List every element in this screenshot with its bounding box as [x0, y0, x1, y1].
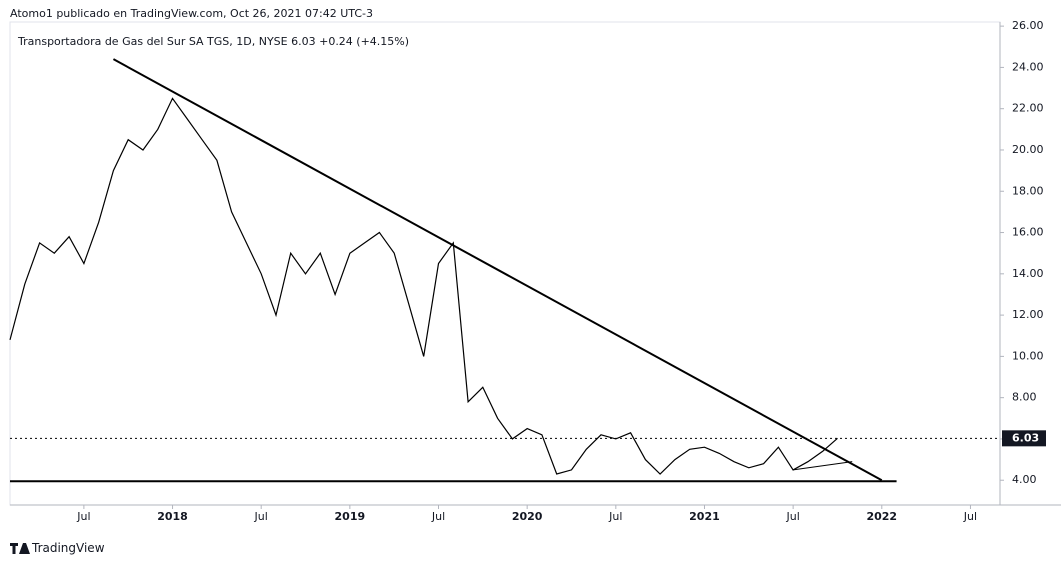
y-tick-label: 18.00: [1012, 184, 1044, 197]
x-tick-label: 2022: [866, 510, 897, 523]
x-tick-label: 2018: [157, 510, 188, 523]
footer-logo: TradingView: [32, 541, 105, 555]
y-tick-label: 4.00: [1012, 473, 1037, 486]
chart-title: Transportadora de Gas del Sur SA TGS, 1D…: [17, 35, 409, 48]
x-tick-label: Jul: [785, 510, 799, 523]
x-tick-label: 2021: [689, 510, 720, 523]
x-tick-label: 2019: [335, 510, 366, 523]
y-tick-label: 20.00: [1012, 143, 1044, 156]
last-price-box: [1002, 430, 1046, 447]
logo-icon: [10, 543, 30, 554]
y-tick-label: 12.00: [1012, 308, 1044, 321]
plot-frame: [9, 21, 1001, 506]
x-tick-label: Jul: [431, 510, 445, 523]
price-line: [9, 97, 838, 475]
chart: Transportadora de Gas del Sur SA TGS, 1D…: [9, 19, 1061, 523]
y-tick-label: 8.00: [1012, 391, 1037, 404]
last-price-label: 6.03: [1012, 431, 1039, 444]
trendline: [793, 461, 853, 471]
x-tick-label: Jul: [254, 510, 268, 523]
y-tick-label: 22.00: [1012, 102, 1044, 115]
x-tick-label: Jul: [76, 510, 90, 523]
y-tick-label: 24.00: [1012, 60, 1044, 73]
trendline: [112, 58, 883, 482]
publisher-line: Atomo1 publicado en TradingView.com, Oct…: [10, 7, 373, 20]
y-tick-label: 10.00: [1012, 349, 1044, 362]
y-tick-label: 14.00: [1012, 267, 1044, 280]
x-tick-label: Jul: [963, 510, 977, 523]
x-tick-label: Jul: [608, 510, 622, 523]
y-tick-label: 26.00: [1012, 19, 1044, 32]
x-tick-label: 2020: [512, 510, 543, 523]
y-tick-label: 16.00: [1012, 226, 1044, 239]
